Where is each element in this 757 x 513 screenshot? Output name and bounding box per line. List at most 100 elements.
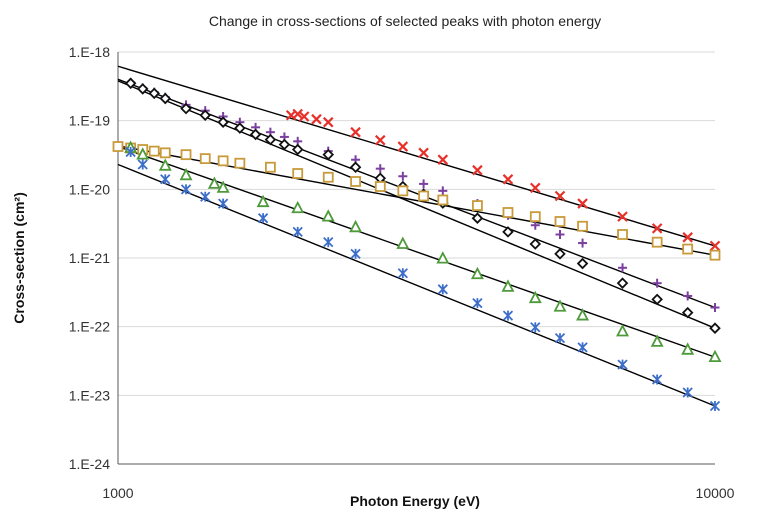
series-0-point-6 bbox=[375, 134, 386, 146]
series-3-point-18 bbox=[502, 207, 514, 218]
series-0-point-2 bbox=[298, 111, 310, 122]
y-tick-label-3: 1.E-21 bbox=[69, 250, 110, 266]
series-5-fit-line bbox=[117, 163, 716, 407]
series-1-point-15 bbox=[398, 171, 408, 181]
series-4-point-5 bbox=[216, 180, 230, 193]
series-4-point-15 bbox=[553, 299, 567, 312]
series-2-point-23 bbox=[616, 277, 629, 289]
series-3-point-4 bbox=[159, 147, 171, 159]
series-5-point-9 bbox=[350, 248, 361, 259]
series-4-point-11 bbox=[436, 251, 450, 264]
series-3-point-25 bbox=[709, 249, 721, 261]
series-3-point-17 bbox=[472, 200, 483, 211]
series-0-point-17 bbox=[682, 232, 693, 243]
series-3-point-22 bbox=[617, 229, 628, 240]
chart-title: Change in cross-sections of selected pea… bbox=[209, 13, 601, 29]
series-3-point-11 bbox=[322, 171, 334, 183]
series-2-point-19 bbox=[502, 226, 514, 238]
series-0-point-8 bbox=[418, 147, 429, 159]
series-2-point-4 bbox=[180, 102, 192, 115]
series-5-point-8 bbox=[323, 237, 334, 248]
series-2-point-8 bbox=[249, 128, 262, 141]
series-3-point-9 bbox=[264, 161, 276, 173]
series-2-point-18 bbox=[471, 212, 484, 224]
series-4-point-1 bbox=[136, 147, 150, 160]
series-5-point-19 bbox=[682, 387, 693, 398]
series-3-point-16 bbox=[437, 194, 449, 206]
series-2-point-5 bbox=[199, 109, 212, 122]
series-5-point-3 bbox=[180, 184, 192, 195]
series-2-point-7 bbox=[234, 122, 246, 134]
series-1-point-20 bbox=[530, 220, 540, 230]
series-5-point-11 bbox=[437, 284, 448, 295]
series-4-point-2 bbox=[158, 158, 172, 171]
series-4-point-17 bbox=[616, 324, 630, 337]
y-tick-label-5: 1.E-23 bbox=[69, 387, 110, 403]
data-markers bbox=[112, 77, 722, 412]
series-5-point-16 bbox=[577, 342, 588, 353]
series-1-fit-line bbox=[117, 78, 716, 309]
series-2-point-26 bbox=[709, 322, 721, 334]
x-tick-label-0: 1000 bbox=[102, 485, 133, 501]
series-0-point-1 bbox=[292, 108, 303, 120]
series-2-point-0 bbox=[124, 77, 137, 90]
series-3-point-15 bbox=[418, 190, 429, 202]
y-tick-label-0: 1.E-18 bbox=[69, 44, 110, 60]
series-3-fit-line bbox=[117, 145, 716, 256]
series-4-point-16 bbox=[576, 308, 590, 321]
axes bbox=[117, 52, 715, 465]
series-3-point-24 bbox=[682, 243, 694, 255]
series-4-point-10 bbox=[396, 236, 410, 249]
y-axis-label: Cross-section (cm²) bbox=[11, 192, 27, 323]
series-2-point-9 bbox=[264, 133, 277, 146]
series-1-point-26 bbox=[710, 303, 720, 313]
series-5-point-14 bbox=[530, 322, 541, 333]
series-2-point-21 bbox=[554, 248, 566, 260]
series-4-point-8 bbox=[321, 209, 335, 222]
series-1-point-16 bbox=[419, 179, 429, 189]
series-0-point-13 bbox=[554, 190, 566, 202]
series-2-point-11 bbox=[291, 143, 304, 156]
y-tick-label-6: 1.E-24 bbox=[69, 456, 110, 472]
series-0-point-9 bbox=[437, 154, 449, 165]
series-3-point-8 bbox=[234, 157, 246, 169]
series-5-point-17 bbox=[617, 359, 628, 370]
series-4-point-20 bbox=[708, 349, 722, 363]
series-5-point-13 bbox=[502, 310, 514, 321]
series-4-point-4 bbox=[207, 176, 221, 189]
series-0-point-18 bbox=[709, 240, 721, 252]
series-1-point-23 bbox=[618, 263, 628, 273]
tick-labels: 1.E-18 1.E-19 1.E-20 1.E-21 1.E-22 1.E-23 1.E-… bbox=[69, 44, 735, 501]
series-4-point-14 bbox=[528, 290, 542, 304]
series-2-point-25 bbox=[681, 306, 694, 319]
series-3-point-0 bbox=[112, 141, 124, 152]
series-3-point-5 bbox=[180, 149, 192, 161]
series-2-point-1 bbox=[136, 83, 149, 95]
series-4-point-12 bbox=[470, 266, 484, 280]
y-tick-label-4: 1.E-22 bbox=[69, 319, 110, 335]
series-0-point-10 bbox=[472, 164, 483, 176]
series-2-point-3 bbox=[159, 92, 172, 105]
series-1-point-24 bbox=[652, 278, 662, 288]
series-3-point-23 bbox=[651, 236, 663, 248]
series-3-point-20 bbox=[554, 216, 566, 227]
series-3-point-7 bbox=[217, 155, 229, 167]
x-tick-label-1: 10000 bbox=[696, 485, 735, 501]
series-4-fit-line bbox=[117, 145, 716, 358]
series-5-point-12 bbox=[472, 298, 483, 309]
series-2-point-12 bbox=[322, 148, 335, 161]
series-2-point-20 bbox=[529, 238, 542, 250]
series-4-point-18 bbox=[650, 334, 664, 347]
series-0-point-4 bbox=[322, 116, 334, 128]
series-0-fit-line bbox=[117, 65, 716, 247]
series-0-point-16 bbox=[651, 223, 663, 234]
series-0-point-5 bbox=[350, 126, 361, 138]
series-4-point-13 bbox=[501, 279, 515, 292]
series-5-point-18 bbox=[652, 374, 663, 385]
y-tick-label-2: 1.E-20 bbox=[69, 181, 110, 197]
series-4-point-6 bbox=[256, 194, 270, 208]
series-2-point-2 bbox=[148, 87, 161, 100]
series-5-point-6 bbox=[257, 213, 269, 224]
